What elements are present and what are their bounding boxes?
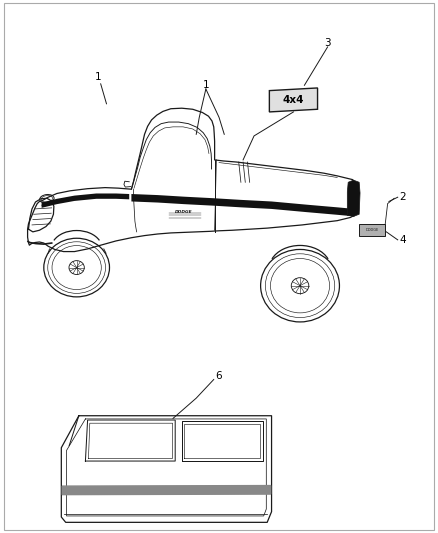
Ellipse shape (291, 278, 309, 294)
Polygon shape (85, 420, 175, 461)
Polygon shape (182, 421, 263, 461)
Polygon shape (269, 88, 318, 112)
Ellipse shape (69, 261, 84, 274)
Text: 4: 4 (399, 235, 406, 245)
Text: 2: 2 (399, 192, 406, 202)
Text: 4x4: 4x4 (283, 95, 304, 104)
Text: DODGE: DODGE (365, 228, 378, 232)
Text: DODGE: DODGE (175, 210, 193, 214)
Text: 1: 1 (202, 80, 209, 90)
Text: 6: 6 (215, 371, 223, 381)
Bar (359, 224, 385, 236)
Polygon shape (347, 180, 360, 216)
Polygon shape (42, 193, 129, 208)
Polygon shape (62, 486, 271, 495)
Text: 1: 1 (95, 72, 102, 82)
Text: 3: 3 (324, 38, 331, 47)
Polygon shape (131, 194, 355, 216)
